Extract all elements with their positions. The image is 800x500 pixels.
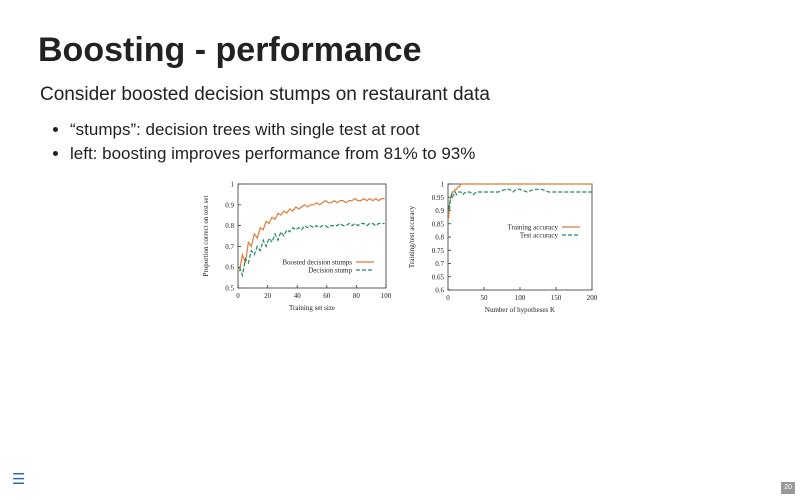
x-tick-label: 0 bbox=[236, 292, 240, 300]
x-axis-label: Training set size bbox=[289, 304, 335, 312]
y-tick-label: 0.65 bbox=[432, 273, 445, 281]
x-tick-label: 60 bbox=[323, 292, 331, 300]
right-chart: 0 50 100 150 200 0.6 0.65 0.7 0.75 0.8 0.85 0.9 0.95… bbox=[404, 176, 604, 321]
bullet-list: “stumps”: decision trees with single tes… bbox=[50, 118, 475, 166]
y-tick-label: 0.95 bbox=[432, 194, 445, 202]
x-tick-label: 20 bbox=[264, 292, 272, 300]
legend-label: Training accuracy bbox=[508, 224, 559, 232]
y-tick-label: 0.7 bbox=[435, 260, 444, 268]
slide-subtitle: Consider boosted decision stumps on rest… bbox=[40, 84, 490, 105]
y-tick-label: 0.85 bbox=[432, 220, 445, 228]
left-chart-svg: 0 20 40 60 80 100 0.5 0.6 0.7 0.8 0.9 1 Training set… bbox=[202, 181, 392, 313]
y-tick-label: 0.9 bbox=[435, 207, 444, 215]
x-tick-label: 200 bbox=[587, 294, 598, 302]
plot-frame bbox=[237, 183, 387, 289]
y-tick-label: 0.8 bbox=[435, 234, 444, 242]
right-chart-svg: 0 50 100 150 200 0.6 0.65 0.7 0.75 0.8 0.85 0.9 0.95… bbox=[408, 181, 598, 315]
y-tick-label: 0.6 bbox=[435, 287, 444, 295]
y-tick-label: 0.7 bbox=[225, 243, 234, 251]
slide-title: Boosting - performance bbox=[38, 31, 422, 69]
y-tick-label: 0.9 bbox=[225, 201, 234, 209]
bullet-item: “stumps”: decision trees with single tes… bbox=[70, 118, 475, 142]
x-tick-label: 50 bbox=[481, 294, 489, 302]
y-tick-label: 1 bbox=[441, 181, 445, 189]
y-tick-label: 0.5 bbox=[225, 285, 234, 293]
left-chart: 0 20 40 60 80 100 0.5 0.6 0.7 0.8 0.9 1 Training set… bbox=[200, 176, 400, 321]
x-tick-label: 100 bbox=[381, 292, 392, 300]
legend-label: Decision stump bbox=[308, 267, 352, 275]
x-axis-label: Number of hypotheses K bbox=[485, 306, 555, 314]
x-tick-label: 100 bbox=[515, 294, 526, 302]
bullet-item: left: boosting improves performance from… bbox=[70, 142, 475, 166]
y-tick-label: 1 bbox=[231, 181, 235, 189]
x-tick-label: 40 bbox=[294, 292, 302, 300]
legend-label: Boosted decision stumps bbox=[282, 259, 352, 267]
y-tick-label: 0.75 bbox=[432, 247, 445, 255]
x-tick-label: 0 bbox=[446, 294, 450, 302]
page-number: 20 bbox=[781, 482, 795, 494]
legend-label: Test accuracy bbox=[520, 232, 559, 240]
x-tick-label: 150 bbox=[551, 294, 562, 302]
series-line-first bbox=[238, 197, 385, 272]
series-line-second bbox=[448, 188, 592, 211]
series-line-second bbox=[238, 222, 385, 278]
y-tick-label: 0.6 bbox=[225, 264, 234, 272]
x-tick-label: 80 bbox=[353, 292, 361, 300]
y-axis-label: Proportion correct on test set bbox=[202, 196, 210, 277]
y-axis-label: Training/test accuracy bbox=[408, 205, 416, 268]
y-tick-label: 0.8 bbox=[225, 222, 234, 230]
hamburger-menu-icon[interactable]: ☰ bbox=[12, 471, 26, 488]
